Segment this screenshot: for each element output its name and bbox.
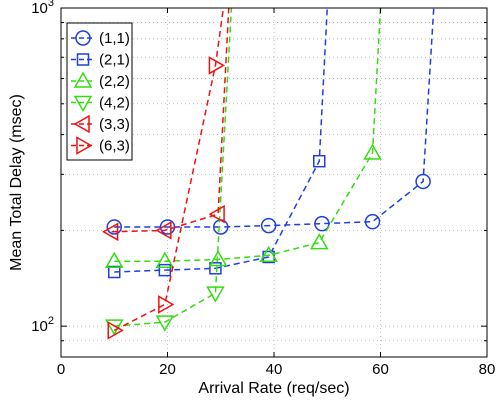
series-line bbox=[114, 8, 328, 273]
data-point bbox=[259, 245, 278, 263]
series-0 bbox=[106, 8, 435, 235]
data-point bbox=[208, 249, 228, 267]
data-point bbox=[107, 321, 124, 340]
data-point bbox=[209, 262, 222, 275]
legend-marker bbox=[73, 95, 93, 113]
legend-entry-label: (1,1) bbox=[99, 30, 130, 47]
data-point bbox=[102, 222, 119, 242]
data-point bbox=[313, 154, 326, 168]
y-axis-label: Mean Total Delay (msec) bbox=[8, 94, 25, 271]
y-tick-label: 102 bbox=[31, 315, 54, 335]
x-axis-label: Arrival Rate (req/sec) bbox=[198, 380, 349, 397]
series-2 bbox=[104, 8, 382, 268]
series-line bbox=[113, 8, 225, 332]
data-point bbox=[106, 219, 122, 235]
data-point bbox=[158, 263, 172, 277]
data-point bbox=[314, 215, 330, 232]
data-point bbox=[208, 56, 225, 75]
data-point bbox=[155, 315, 175, 332]
x-tick-label: 0 bbox=[57, 361, 65, 378]
series-3 bbox=[104, 8, 233, 336]
series-line bbox=[111, 8, 230, 233]
data-point bbox=[415, 173, 431, 190]
series-line bbox=[114, 8, 233, 327]
data-point bbox=[158, 295, 175, 314]
data-point bbox=[155, 221, 172, 240]
data-point bbox=[260, 217, 277, 234]
series-layer bbox=[102, 8, 435, 340]
legend-entry-label: (6,3) bbox=[99, 138, 130, 155]
legend-marker bbox=[73, 71, 93, 88]
legend-marker bbox=[73, 114, 90, 134]
series-1 bbox=[108, 8, 328, 279]
data-point bbox=[155, 251, 175, 268]
legend: (1,1) (2,1) (2,2) (4,2) (3,3) (6,3) bbox=[66, 22, 133, 161]
x-tick-label: 80 bbox=[479, 361, 496, 378]
x-tick-label: 20 bbox=[159, 361, 176, 378]
data-point bbox=[206, 286, 225, 303]
legend-marker bbox=[75, 30, 91, 46]
data-point bbox=[309, 233, 329, 250]
series-5 bbox=[107, 8, 225, 340]
legend-entry-label: (2,2) bbox=[99, 73, 130, 90]
legend-entry-label: (3,3) bbox=[99, 116, 130, 133]
series-line bbox=[114, 8, 382, 262]
y-tick-label: 103 bbox=[31, 0, 54, 17]
legend-marker bbox=[76, 53, 90, 66]
data-point bbox=[364, 213, 381, 230]
legend-marker bbox=[76, 136, 93, 155]
series-4 bbox=[102, 8, 230, 242]
data-point bbox=[104, 251, 124, 268]
legend-entry-label: (2,1) bbox=[99, 52, 130, 69]
data-point bbox=[363, 143, 382, 160]
data-point bbox=[208, 204, 225, 224]
data-point bbox=[104, 319, 124, 336]
x-tick-label: 40 bbox=[266, 361, 283, 378]
ticks: 0 20 40 60 80 102 103 bbox=[31, 0, 495, 378]
x-tick-label: 60 bbox=[372, 361, 389, 378]
legend-entry-label: (4,2) bbox=[99, 95, 130, 112]
